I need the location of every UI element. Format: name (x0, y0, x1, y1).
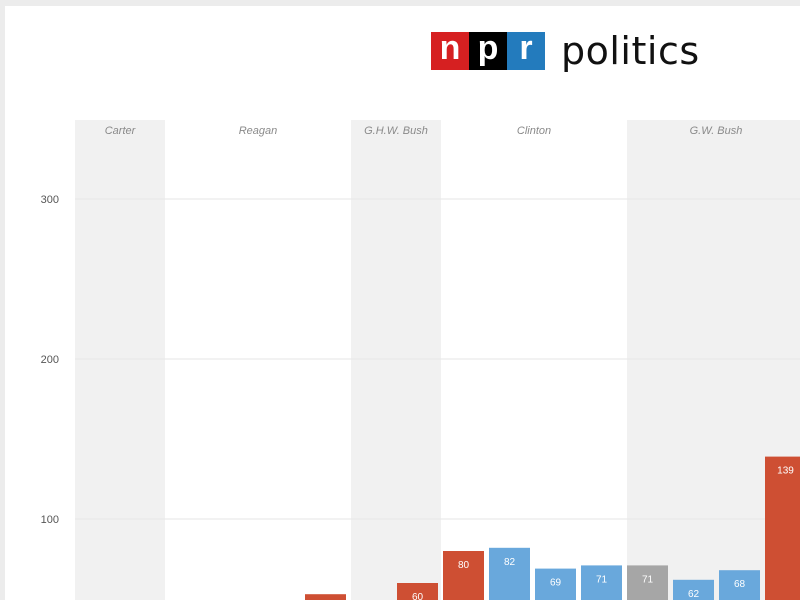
y-tick-label: 300 (41, 194, 59, 206)
bar-value-label: 139 (777, 466, 794, 477)
bar-value-label: 69 (550, 578, 562, 589)
bar (489, 547, 530, 600)
presidency-label: Carter (105, 125, 137, 137)
bar-value-label: 60 (412, 592, 424, 600)
bar-value-label: 71 (596, 574, 608, 585)
bar (443, 551, 484, 600)
bar-value-label: 68 (734, 579, 746, 590)
bar-chart: 100 200 300 Carter Reagan G.H.W. Bush Clinton G… (41, 120, 800, 600)
bar (305, 594, 346, 600)
bar-value-label: 62 (688, 589, 700, 600)
y-tick-label: 100 (41, 514, 59, 526)
presidency-band (351, 120, 441, 600)
presidency-label: G.H.W. Bush (364, 125, 428, 137)
npr-logo-letter-r: r (507, 31, 545, 70)
presidency-band (75, 120, 165, 600)
bar (535, 568, 576, 600)
bar (719, 570, 760, 600)
chart-frame: n p r politics 100 200 300 Carter Reagan G.H.… (5, 6, 800, 600)
bar-value-label: 71 (642, 574, 654, 585)
presidency-label: G.W. Bush (690, 125, 743, 137)
bar (765, 456, 800, 600)
bar (397, 583, 438, 600)
bar (627, 565, 668, 600)
logo-word-politics: politics (561, 29, 700, 73)
presidency-label: Reagan (239, 125, 278, 137)
bar-value-label: 80 (458, 560, 470, 571)
bar (581, 565, 622, 600)
npr-logo-letter-p: p (469, 31, 507, 70)
bar (673, 579, 714, 600)
npr-politics-logo: n p r politics (431, 29, 700, 73)
bar-value-label: 82 (504, 557, 516, 568)
y-tick-label: 200 (41, 354, 59, 366)
presidency-label: Clinton (517, 125, 551, 137)
npr-logo-letter-n: n (431, 31, 469, 70)
